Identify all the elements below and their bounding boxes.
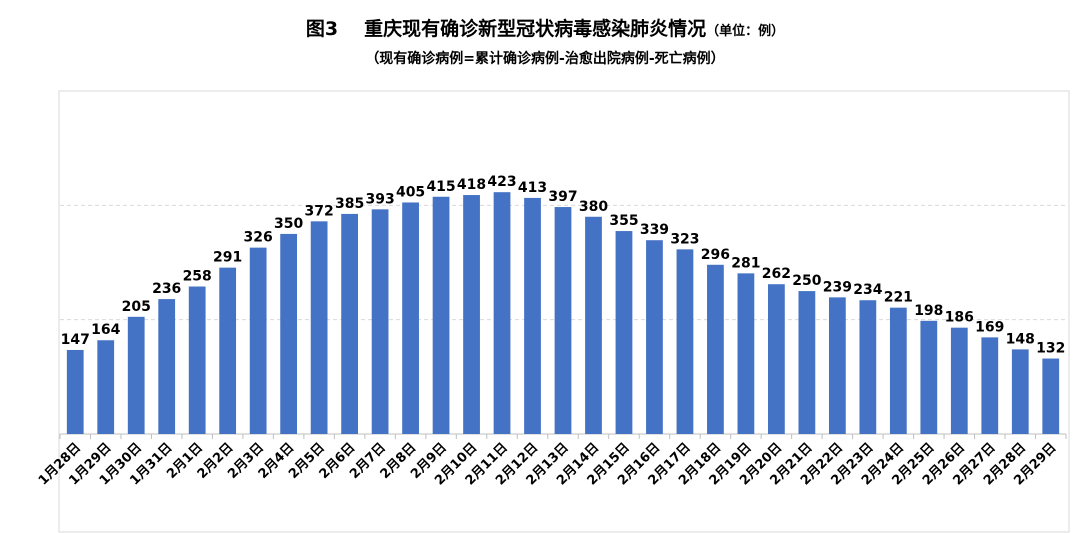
- bar: [493, 192, 511, 434]
- data-label: 250: [792, 273, 821, 289]
- data-label: 380: [579, 199, 608, 215]
- bar: [249, 247, 267, 434]
- bar: [920, 320, 938, 434]
- data-label: 291: [213, 250, 242, 266]
- bar: [798, 291, 816, 434]
- data-label: 393: [365, 191, 394, 207]
- bar: [127, 316, 145, 434]
- bar: [524, 197, 541, 434]
- data-label: 221: [884, 290, 913, 306]
- chart-title: 图3 重庆现有确诊新型冠状病毒感染肺炎情况（单位：例）: [0, 14, 1090, 41]
- data-label: 205: [122, 299, 151, 315]
- title-text: 重庆现有确诊新型冠状病毒感染肺炎情况: [364, 18, 707, 40]
- bar: [768, 284, 785, 434]
- data-label: 415: [426, 179, 455, 195]
- bar: [432, 196, 450, 434]
- bar: [158, 299, 176, 434]
- bar: [402, 202, 419, 434]
- bar: [1042, 358, 1060, 434]
- bar: [280, 233, 298, 434]
- data-label: 236: [152, 281, 181, 297]
- bar: [66, 349, 84, 434]
- bar: [188, 286, 206, 434]
- bar: [585, 216, 602, 434]
- data-label: 372: [305, 203, 334, 219]
- data-label: 355: [609, 213, 638, 229]
- data-label: 147: [61, 332, 90, 348]
- bar: [371, 209, 389, 434]
- data-label: 198: [914, 303, 943, 319]
- data-label: 405: [396, 184, 425, 200]
- data-label: 418: [457, 177, 486, 193]
- data-label: 397: [548, 189, 577, 205]
- data-label: 239: [823, 279, 852, 295]
- data-label: 296: [701, 247, 730, 263]
- bar: [676, 249, 694, 434]
- data-label: 326: [244, 230, 273, 246]
- data-label: 234: [853, 282, 882, 298]
- data-label: 413: [518, 180, 547, 196]
- bar: [341, 213, 358, 434]
- data-label: 323: [670, 231, 699, 247]
- bar: [97, 340, 115, 434]
- bar: [615, 231, 633, 434]
- bar: [707, 264, 724, 434]
- data-label: 262: [762, 266, 791, 282]
- figure-label: 图3: [305, 18, 339, 40]
- data-label: 385: [335, 196, 364, 212]
- bar: [554, 207, 572, 434]
- bar: [889, 307, 907, 434]
- data-label: 169: [975, 319, 1004, 335]
- data-label: 148: [1006, 331, 1035, 347]
- data-label: 350: [274, 216, 303, 232]
- data-label: 423: [487, 174, 516, 190]
- data-label: 132: [1036, 341, 1065, 357]
- data-label: 164: [91, 322, 120, 338]
- bar: [859, 300, 877, 434]
- bar: [646, 240, 663, 434]
- data-label: 281: [731, 255, 760, 271]
- data-label: 186: [945, 310, 974, 326]
- plot-frame: [58, 90, 1070, 533]
- bar: [981, 337, 999, 434]
- bar: [219, 267, 237, 434]
- data-label: 339: [640, 222, 669, 238]
- unit-note: （单位：例）: [706, 24, 785, 39]
- chart-subtitle: （现有确诊病例=累计确诊病例-治愈出院病例-死亡病例）: [365, 51, 725, 67]
- bar: [310, 221, 328, 434]
- data-label: 258: [183, 269, 212, 285]
- bar: [463, 195, 480, 434]
- bar: [828, 297, 846, 434]
- bar: [737, 273, 755, 434]
- bar: [1011, 349, 1029, 434]
- bar: [950, 327, 968, 434]
